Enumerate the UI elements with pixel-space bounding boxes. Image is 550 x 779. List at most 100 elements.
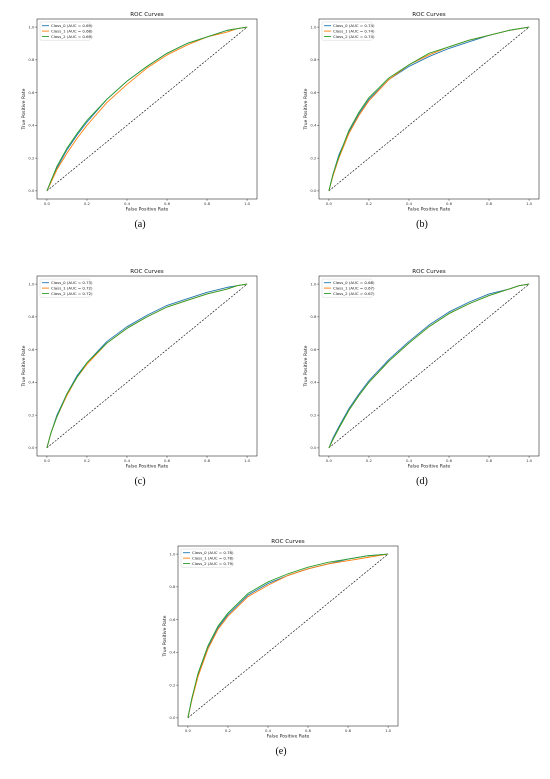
y-tick-label: 0.0 bbox=[310, 445, 317, 450]
y-tick-label: 0.0 bbox=[310, 188, 317, 193]
roc-panel-b: ROC Curves 0.0 0.2 0.4 0.6 0.8 1.0 0.0 0.2 0.4 0.6… bbox=[302, 8, 542, 238]
y-tick-label: 0.8 bbox=[310, 314, 317, 319]
roc-chart-d: ROC Curves 0.0 0.2 0.4 0.6 0.8 1.0 0.0 0.2 0.4 0.6… bbox=[303, 269, 540, 470]
legend-entry: Class_0 (AUC = 0.74) bbox=[333, 23, 375, 28]
roc-chart-b: ROC Curves 0.0 0.2 0.4 0.6 0.8 1.0 0.0 0.2 0.4 0.6… bbox=[303, 12, 540, 213]
y-tick-label: 0.4 bbox=[169, 650, 176, 655]
x-axis-label: False Positive Rate bbox=[267, 734, 310, 740]
roc-panel-d: ROC Curves 0.0 0.2 0.4 0.6 0.8 1.0 0.0 0.2 0.4 0.6… bbox=[302, 265, 542, 495]
y-tick-label: 0.0 bbox=[169, 715, 176, 720]
roc-line-class-1 bbox=[46, 26, 248, 192]
legend-box bbox=[39, 21, 91, 41]
x-tick-label: 0.0 bbox=[326, 201, 333, 206]
legend-entry: Class_0 (AUC = 0.73) bbox=[51, 280, 93, 285]
plot-frame bbox=[177, 545, 399, 727]
chart-title: ROC Curves bbox=[130, 269, 163, 275]
roc-line-class-2 bbox=[328, 26, 530, 192]
y-tick-label: 1.0 bbox=[310, 24, 317, 29]
y-tick-label: 0.8 bbox=[310, 57, 317, 62]
y-tick-label: 0.2 bbox=[28, 412, 35, 417]
y-tick-label: 0.2 bbox=[28, 155, 35, 160]
roc-chart-a: ROC Curves 0.0 0.2 0.4 0.6 0.8 1.0 0.0 0.2 0.4 0.6… bbox=[21, 12, 258, 213]
x-axis-label: False Positive Rate bbox=[126, 207, 169, 213]
legend-entry: Class_1 (AUC = 0.78) bbox=[192, 556, 234, 561]
chart-title: ROC Curves bbox=[271, 539, 304, 545]
y-tick-label: 0.4 bbox=[28, 380, 35, 385]
y-axis-label: True Positive Rate bbox=[21, 88, 27, 130]
legend-entry: Class_1 (AUC = 0.72) bbox=[51, 286, 93, 291]
legend-entry: Class_2 (AUC = 0.74) bbox=[333, 34, 375, 39]
x-tick-label: 0.0 bbox=[44, 458, 51, 463]
y-tick-label: 0.2 bbox=[310, 155, 317, 160]
x-tick-label: 0.4 bbox=[406, 201, 413, 206]
legend-entry: Class_2 (AUC = 0.79) bbox=[192, 561, 234, 566]
x-tick-label: 0.6 bbox=[446, 458, 453, 463]
y-axis-label: True Positive Rate bbox=[303, 88, 309, 130]
x-tick-label: 0.6 bbox=[446, 201, 453, 206]
x-tick-label: 0.4 bbox=[124, 201, 131, 206]
roc-line-class-2 bbox=[328, 283, 530, 449]
roc-panel-a: ROC Curves 0.0 0.2 0.4 0.6 0.8 1.0 0.0 0.2 0.4 0.6… bbox=[20, 8, 260, 238]
legend-entry: Class_2 (AUC = 0.72) bbox=[51, 291, 93, 296]
x-tick-label: 0.8 bbox=[486, 201, 493, 206]
plot-frame bbox=[318, 18, 540, 200]
y-tick-label: 1.0 bbox=[310, 281, 317, 286]
x-tick-label: 1.0 bbox=[526, 201, 533, 206]
y-tick-label: 1.0 bbox=[169, 551, 176, 556]
x-tick-label: 1.0 bbox=[385, 728, 392, 733]
roc-line-class-2 bbox=[187, 553, 389, 718]
y-tick-label: 0.0 bbox=[28, 445, 35, 450]
x-tick-label: 0.6 bbox=[164, 201, 171, 206]
y-axis-label: True Positive Rate bbox=[21, 345, 27, 387]
x-tick-label: 1.0 bbox=[244, 458, 251, 463]
y-tick-label: 0.0 bbox=[28, 188, 35, 193]
diagonal-reference-line bbox=[328, 26, 530, 192]
x-tick-label: 1.0 bbox=[244, 201, 251, 206]
caption-d: (d) bbox=[416, 476, 428, 487]
caption-b: (b) bbox=[416, 219, 428, 230]
y-tick-label: 0.2 bbox=[169, 682, 176, 687]
x-tick-label: 0.8 bbox=[204, 458, 211, 463]
y-tick-label: 0.8 bbox=[28, 57, 35, 62]
legend-entry: Class_0 (AUC = 0.69) bbox=[51, 23, 93, 28]
x-tick-label: 0.2 bbox=[84, 458, 91, 463]
legend-entry: Class_1 (AUC = 0.67) bbox=[333, 286, 375, 291]
x-tick-label: 0.0 bbox=[185, 728, 192, 733]
plot-frame bbox=[36, 18, 258, 200]
legend-entry: Class_0 (AUC = 0.78) bbox=[192, 550, 234, 555]
x-axis-label: False Positive Rate bbox=[126, 464, 169, 470]
x-tick-label: 0.6 bbox=[305, 728, 312, 733]
x-tick-label: 0.8 bbox=[345, 728, 352, 733]
x-tick-label: 0.8 bbox=[204, 201, 211, 206]
plot-frame bbox=[318, 275, 540, 457]
y-tick-label: 1.0 bbox=[28, 24, 35, 29]
legend-box bbox=[180, 548, 232, 568]
x-tick-label: 0.8 bbox=[486, 458, 493, 463]
x-tick-label: 0.2 bbox=[366, 201, 373, 206]
x-tick-label: 0.0 bbox=[44, 201, 51, 206]
y-tick-label: 0.4 bbox=[310, 380, 317, 385]
plot-frame bbox=[36, 275, 258, 457]
caption-e: (e) bbox=[275, 746, 287, 757]
x-tick-label: 0.4 bbox=[124, 458, 131, 463]
caption-a: (a) bbox=[134, 219, 146, 230]
chart-title: ROC Curves bbox=[412, 269, 445, 275]
y-tick-label: 0.4 bbox=[310, 123, 317, 128]
y-tick-label: 0.6 bbox=[28, 347, 35, 352]
diagonal-reference-line bbox=[328, 283, 530, 449]
diagonal-reference-line bbox=[187, 553, 389, 719]
roc-line-class-2 bbox=[46, 26, 248, 192]
x-tick-label: 1.0 bbox=[526, 458, 533, 463]
y-tick-label: 1.0 bbox=[28, 281, 35, 286]
y-tick-label: 0.6 bbox=[169, 617, 176, 622]
legend-entry: Class_2 (AUC = 0.67) bbox=[333, 291, 375, 296]
x-axis-label: False Positive Rate bbox=[408, 464, 451, 470]
chart-title: ROC Curves bbox=[412, 12, 445, 18]
roc-panel-e: ROC Curves 0.0 0.2 0.4 0.6 0.8 1.0 0.0 0.2 0.4 0.6… bbox=[161, 535, 401, 765]
y-axis-label: True Positive Rate bbox=[162, 615, 168, 657]
x-tick-label: 0.2 bbox=[84, 201, 91, 206]
y-tick-label: 0.8 bbox=[169, 584, 176, 589]
x-tick-label: 0.2 bbox=[225, 728, 232, 733]
x-tick-label: 0.4 bbox=[265, 728, 272, 733]
caption-c: (c) bbox=[134, 476, 146, 487]
